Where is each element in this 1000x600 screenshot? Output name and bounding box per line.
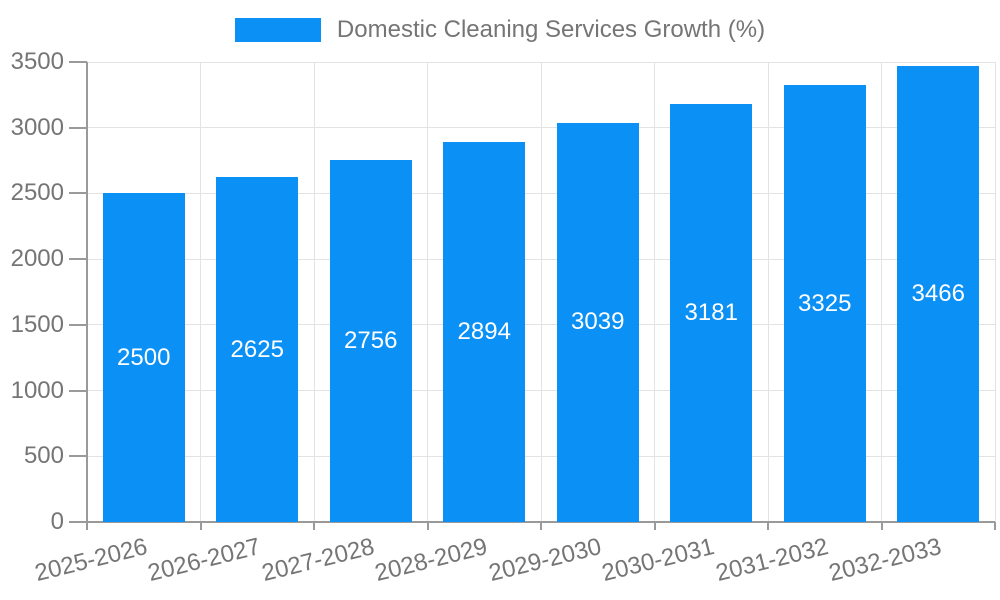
bar[interactable]	[556, 122, 639, 522]
x-gridline	[540, 62, 542, 522]
x-axis-line	[87, 521, 995, 523]
bar[interactable]	[897, 66, 980, 522]
y-tick-label: 3000	[10, 113, 64, 141]
bar[interactable]	[216, 177, 299, 522]
y-axis-tick	[69, 258, 87, 261]
x-gridline	[881, 62, 882, 522]
y-tick-label: 2000	[10, 245, 64, 273]
x-axis-tick	[426, 522, 429, 530]
bar-value-label: 3466	[911, 280, 965, 308]
y-axis-tick	[69, 521, 87, 523]
x-tick-label: 2031-2032	[713, 533, 832, 587]
x-gridline	[654, 62, 655, 522]
x-gridline	[767, 62, 769, 522]
chart-legend[interactable]: Domestic Cleaning Services Growth (%)	[0, 14, 1000, 46]
bar-value-label: 3039	[571, 308, 625, 336]
y-axis-tick	[69, 323, 87, 326]
y-axis-line	[86, 62, 88, 530]
x-axis-tick	[767, 522, 769, 530]
x-axis-tick	[994, 522, 996, 530]
x-tick-label: 2027-2028	[259, 533, 378, 587]
x-gridline	[427, 62, 428, 522]
legend-label: Domestic Cleaning Services Growth (%)	[336, 16, 766, 43]
y-tick-label: 2500	[10, 179, 64, 207]
bar-value-label: 2500	[117, 343, 171, 371]
x-tick-label: 2032-2033	[826, 533, 945, 587]
y-tick-label: 1500	[10, 310, 64, 338]
x-axis-tick	[540, 522, 542, 530]
bar-value-label: 2894	[457, 317, 511, 345]
bar[interactable]	[443, 141, 526, 522]
y-axis-tick	[69, 192, 87, 195]
y-axis-tick	[69, 61, 87, 63]
x-axis-tick	[199, 522, 202, 530]
bar-value-label: 2756	[344, 326, 398, 354]
legend-swatch-icon	[234, 18, 321, 42]
x-tick-label: 2026-2027	[145, 533, 264, 587]
bar[interactable]	[329, 159, 412, 522]
x-axis-tick	[653, 522, 656, 530]
x-gridline	[994, 62, 996, 522]
x-axis-tick	[880, 522, 883, 530]
bar-value-label: 3181	[684, 298, 738, 326]
y-tick-label: 3500	[10, 48, 64, 75]
y-tick-label: 0	[50, 508, 64, 535]
y-tick-label: 1000	[10, 376, 64, 404]
bar[interactable]	[670, 103, 753, 522]
y-tick-label: 500	[23, 442, 64, 470]
x-tick-label: 2028-2029	[372, 533, 491, 587]
x-gridline	[313, 62, 315, 522]
bar-value-label: 3325	[798, 289, 852, 317]
x-tick-label: 2025-2026	[32, 533, 151, 587]
y-axis-tick	[69, 126, 87, 129]
x-gridline	[200, 62, 201, 522]
x-tick-label: 2030-2031	[599, 533, 718, 587]
bar[interactable]	[102, 193, 185, 522]
bar[interactable]	[783, 85, 866, 522]
y-axis-tick	[69, 389, 87, 392]
y-axis-tick	[69, 455, 87, 458]
bar-value-label: 2625	[230, 335, 284, 363]
x-axis-tick	[313, 522, 315, 530]
x-tick-label: 2029-2030	[486, 533, 605, 587]
